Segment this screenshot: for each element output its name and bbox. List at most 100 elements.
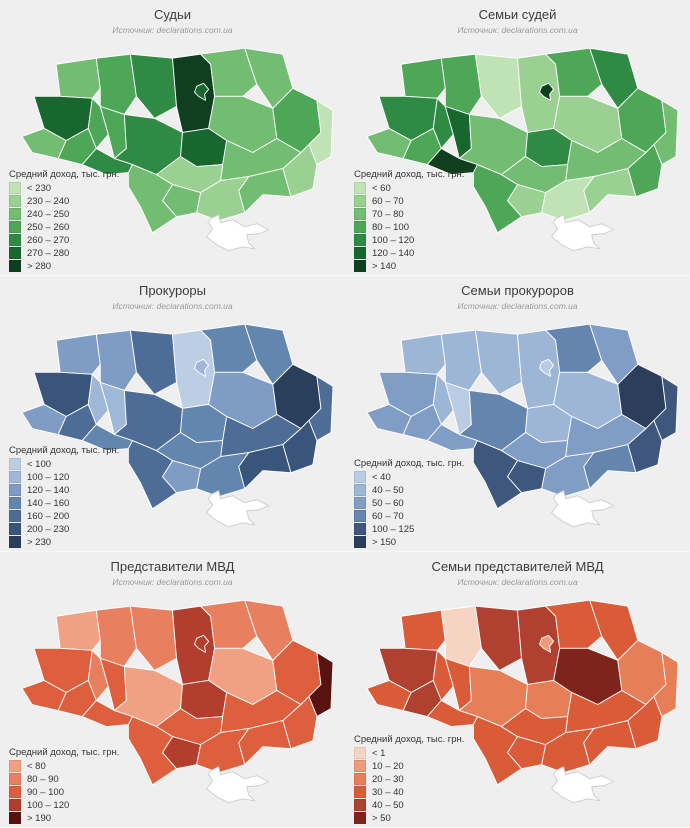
legend-row: 80 – 100 <box>354 221 464 233</box>
region-kherson[interactable] <box>541 176 595 222</box>
panel-title: Семьи представителей МВД <box>431 559 604 574</box>
region-crimea-no-data[interactable] <box>206 490 270 528</box>
legend-label: > 150 <box>372 536 397 548</box>
region-odesa[interactable] <box>127 716 177 786</box>
legend-swatch <box>354 773 366 785</box>
region-chernivtsi[interactable] <box>426 424 478 452</box>
region-ternopil[interactable] <box>87 373 109 425</box>
region-kyiv_city[interactable] <box>194 634 210 653</box>
region-kyiv_city[interactable] <box>194 82 210 101</box>
map-legend: Средний доход, тыс. грн. < 100 100 – 120 1… <box>9 445 119 548</box>
region-kherson[interactable] <box>196 728 250 774</box>
region-rivne[interactable] <box>95 329 137 391</box>
region-rivne[interactable] <box>440 329 482 391</box>
region-volyn[interactable] <box>55 609 101 651</box>
legend-swatch <box>354 195 366 207</box>
region-zhytomyr[interactable] <box>474 53 522 119</box>
region-odesa[interactable] <box>127 440 177 510</box>
legend-label: 60 – 70 <box>372 510 404 522</box>
region-kyiv_city[interactable] <box>539 82 555 101</box>
region-crimea-no-data[interactable] <box>551 214 615 252</box>
region-kyiv_city[interactable] <box>539 358 555 377</box>
panel-title: Представители МВД <box>110 559 235 574</box>
region-volyn[interactable] <box>400 57 446 99</box>
ukraine-map <box>21 47 334 252</box>
region-kyiv_city[interactable] <box>194 358 210 377</box>
region-rivne[interactable] <box>95 605 137 667</box>
region-ternopil[interactable] <box>87 97 109 149</box>
legend-label: 230 – 240 <box>27 195 70 207</box>
region-kyiv_obl[interactable] <box>172 605 216 685</box>
region-chernivtsi[interactable] <box>426 148 478 176</box>
region-volyn[interactable] <box>55 57 101 99</box>
legend-row: 60 – 70 <box>354 195 464 207</box>
region-volyn[interactable] <box>55 333 101 375</box>
region-odesa[interactable] <box>127 164 177 234</box>
region-chernivtsi[interactable] <box>81 148 133 176</box>
region-chernivtsi[interactable] <box>81 700 133 728</box>
region-zhytomyr[interactable] <box>474 605 522 671</box>
legend-row: > 190 <box>9 812 119 824</box>
region-kyiv_city[interactable] <box>539 634 555 653</box>
legend-label: 100 – 120 <box>372 234 415 246</box>
region-crimea-no-data[interactable] <box>551 766 615 804</box>
panel-title: Судьи <box>153 7 192 22</box>
region-ternopil[interactable] <box>87 649 109 701</box>
region-kyiv_obl[interactable] <box>517 605 561 685</box>
region-chernivtsi[interactable] <box>426 700 478 728</box>
region-zhytomyr[interactable] <box>474 329 522 395</box>
region-odesa[interactable] <box>472 440 522 510</box>
region-chernivtsi[interactable] <box>81 424 133 452</box>
legend-swatch <box>9 773 21 785</box>
region-zhytomyr[interactable] <box>129 53 177 119</box>
legend-swatch <box>354 760 366 772</box>
legend-label: 40 – 50 <box>372 799 404 811</box>
region-zhytomyr[interactable] <box>129 329 177 395</box>
region-kherson[interactable] <box>541 728 595 774</box>
legend-row: 100 – 125 <box>354 523 464 535</box>
region-crimea-no-data[interactable] <box>206 214 270 252</box>
region-rivne[interactable] <box>440 605 482 667</box>
region-kherson[interactable] <box>196 452 250 498</box>
legend-label: 250 – 260 <box>27 221 70 233</box>
region-kyiv_obl[interactable] <box>172 329 216 409</box>
legend-row: < 80 <box>9 760 119 772</box>
region-kherson[interactable] <box>196 176 250 222</box>
legend-swatch <box>9 234 21 246</box>
legend-row: 160 – 200 <box>9 510 119 522</box>
legend-row: > 140 <box>354 260 464 272</box>
legend-row: < 60 <box>354 182 464 194</box>
region-kyiv_obl[interactable] <box>172 53 216 133</box>
region-ternopil[interactable] <box>432 97 454 149</box>
legend-row: < 1 <box>354 747 464 759</box>
legend-label: > 230 <box>27 536 52 548</box>
legend-swatch <box>354 812 366 824</box>
region-crimea-no-data[interactable] <box>206 766 270 804</box>
region-zhytomyr[interactable] <box>129 605 177 671</box>
legend-swatch <box>354 247 366 259</box>
region-ternopil[interactable] <box>432 373 454 425</box>
legend-label: 60 – 70 <box>372 195 404 207</box>
legend-swatch <box>354 234 366 246</box>
region-volyn[interactable] <box>400 333 446 375</box>
source-note: Источник: declarations.com.ua <box>457 577 578 587</box>
region-kyiv_obl[interactable] <box>517 329 561 409</box>
legend-label: > 140 <box>372 260 397 272</box>
legend-row: > 230 <box>9 536 119 548</box>
map-legend: Средний доход, тыс. грн. < 1 10 – 20 20 – … <box>354 734 464 824</box>
legend-swatch <box>354 786 366 798</box>
legend-label: 100 – 125 <box>372 523 415 535</box>
region-odesa[interactable] <box>472 716 522 786</box>
legend-swatch <box>354 523 366 535</box>
region-kherson[interactable] <box>541 452 595 498</box>
region-rivne[interactable] <box>440 53 482 115</box>
region-crimea-no-data[interactable] <box>551 490 615 528</box>
legend-row: 60 – 70 <box>354 510 464 522</box>
region-kyiv_obl[interactable] <box>517 53 561 133</box>
region-volyn[interactable] <box>400 609 446 651</box>
region-ternopil[interactable] <box>432 649 454 701</box>
region-odesa[interactable] <box>472 164 522 234</box>
region-rivne[interactable] <box>95 53 137 115</box>
legend-label: < 100 <box>27 458 52 470</box>
legend-label: > 190 <box>27 812 52 824</box>
